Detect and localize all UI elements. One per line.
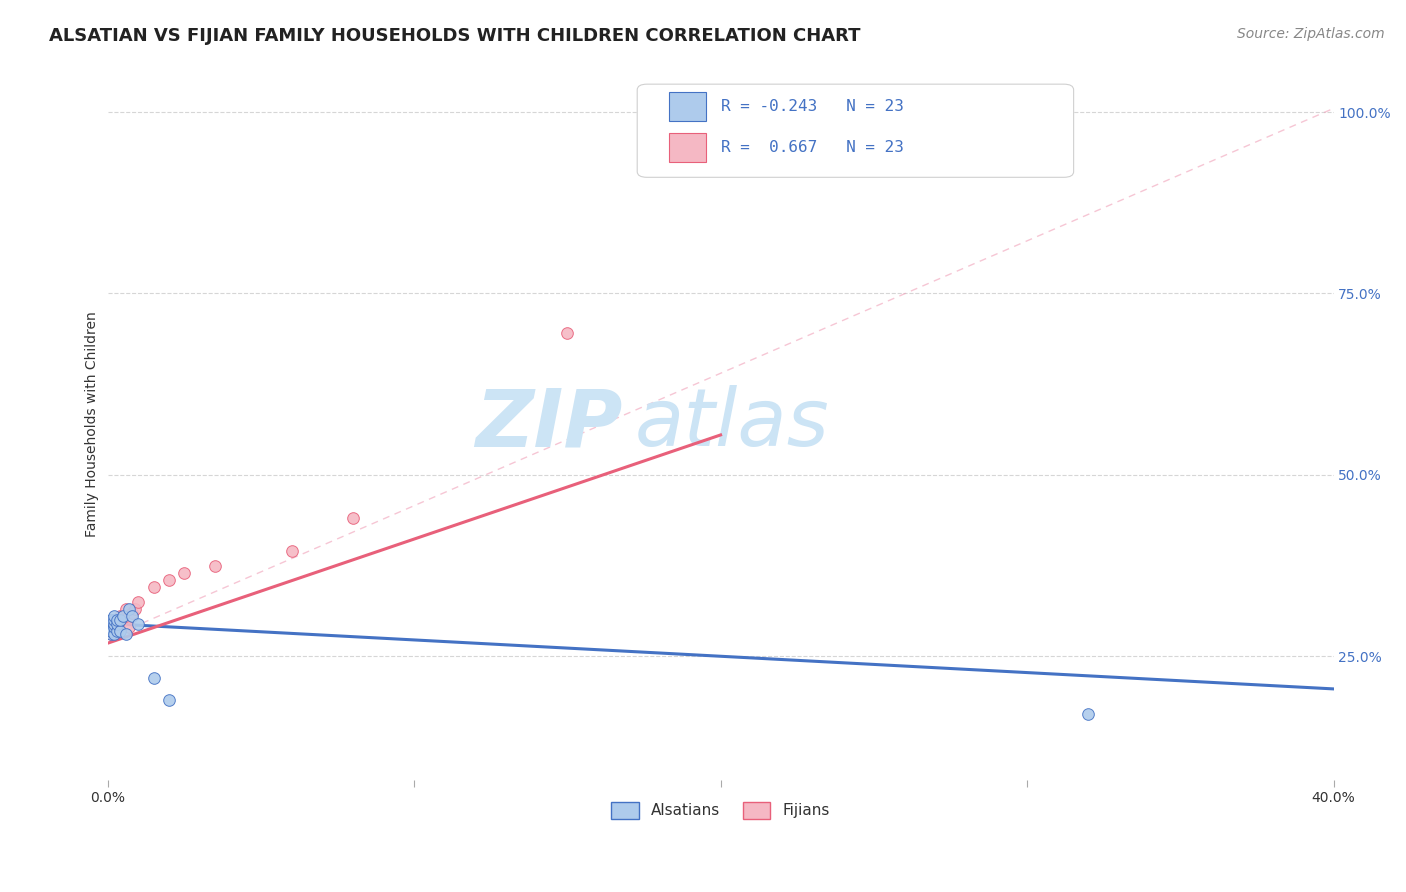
Point <box>142 580 165 594</box>
Point <box>1077 707 1099 722</box>
Point <box>121 606 143 620</box>
Point <box>142 671 165 685</box>
Text: Source: ZipAtlas.com: Source: ZipAtlas.com <box>1237 27 1385 41</box>
Point <box>115 602 138 616</box>
Point <box>105 620 128 634</box>
Point <box>204 558 226 573</box>
Point <box>157 693 180 707</box>
Point <box>103 620 125 634</box>
Point <box>115 627 138 641</box>
Point <box>108 616 131 631</box>
Point <box>127 595 149 609</box>
FancyBboxPatch shape <box>669 93 706 121</box>
Text: ZIP: ZIP <box>475 385 623 463</box>
Point <box>100 613 122 627</box>
Point <box>100 613 122 627</box>
Point <box>103 616 125 631</box>
Point <box>118 620 141 634</box>
Point <box>118 602 141 616</box>
Point <box>127 616 149 631</box>
Point <box>111 609 134 624</box>
Point <box>111 609 134 624</box>
Point <box>121 609 143 624</box>
Y-axis label: Family Households with Children: Family Households with Children <box>86 311 100 537</box>
Point <box>100 627 122 641</box>
Point <box>105 624 128 638</box>
Point <box>280 544 302 558</box>
Point <box>342 511 364 525</box>
Point <box>157 573 180 587</box>
Point <box>100 616 122 631</box>
Point <box>124 602 146 616</box>
Point <box>100 624 122 638</box>
Point <box>100 624 122 638</box>
Point <box>108 624 131 638</box>
Point <box>557 326 579 341</box>
Point <box>108 613 131 627</box>
Point <box>103 627 125 641</box>
Point <box>108 609 131 624</box>
Legend: Alsatians, Fijians: Alsatians, Fijians <box>605 796 837 825</box>
Point <box>100 627 122 641</box>
Point <box>103 609 125 624</box>
Point <box>103 613 125 627</box>
Text: atlas: atlas <box>634 385 830 463</box>
Text: R =  0.667   N = 23: R = 0.667 N = 23 <box>720 140 904 155</box>
Point <box>103 616 125 631</box>
FancyBboxPatch shape <box>669 134 706 161</box>
Point <box>103 613 125 627</box>
Point <box>105 613 128 627</box>
Point <box>105 616 128 631</box>
FancyBboxPatch shape <box>637 84 1074 178</box>
Point <box>100 620 122 634</box>
Point <box>173 566 195 580</box>
Point <box>103 620 125 634</box>
Text: ALSATIAN VS FIJIAN FAMILY HOUSEHOLDS WITH CHILDREN CORRELATION CHART: ALSATIAN VS FIJIAN FAMILY HOUSEHOLDS WIT… <box>49 27 860 45</box>
Text: R = -0.243   N = 23: R = -0.243 N = 23 <box>720 99 904 114</box>
Point <box>105 616 128 631</box>
